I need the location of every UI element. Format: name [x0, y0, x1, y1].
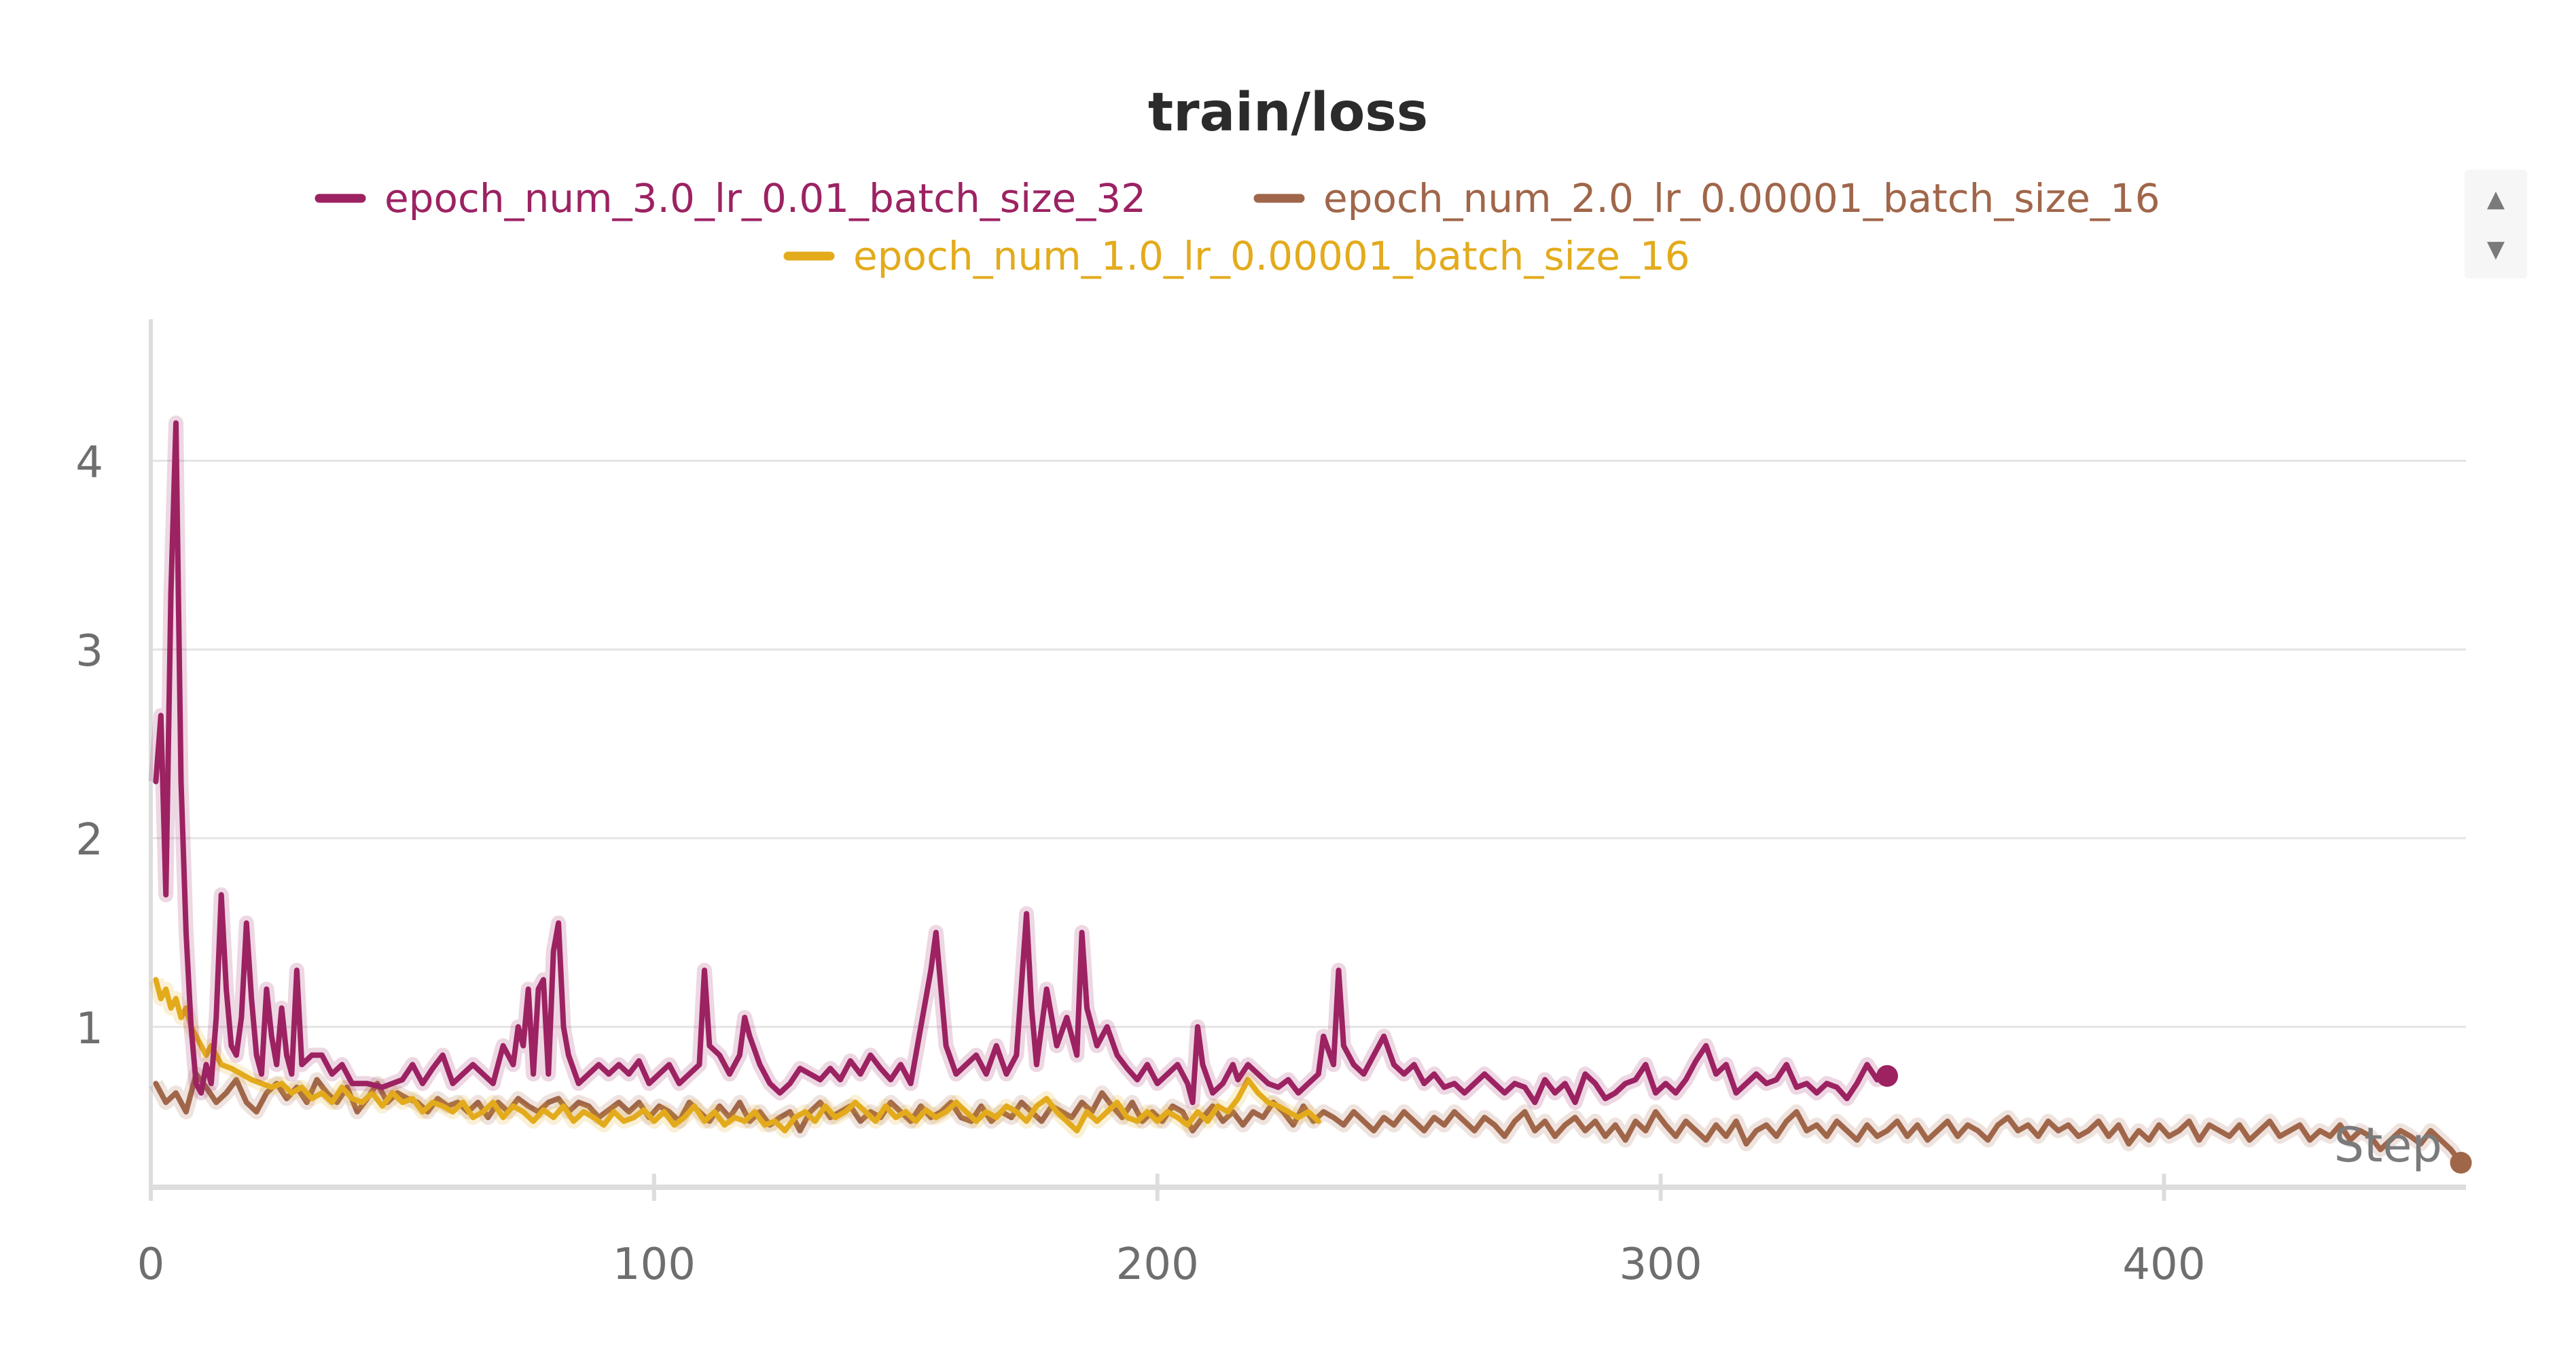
chart-title: train/loss [1148, 82, 1428, 143]
x-tick-label-0: 0 [137, 1240, 165, 1290]
axes [149, 319, 2466, 1201]
series-lines [148, 415, 2472, 1174]
legend-scroll: ▲ ▼ [2465, 170, 2527, 278]
series-end-marker-1 [2450, 1151, 2472, 1174]
grid-lines [151, 459, 2466, 1028]
series-line-0[interactable] [153, 420, 1890, 1105]
series-end-marker-0 [1876, 1065, 1898, 1087]
tick-labels: 1 2 3 4 0 100 200 300 400 [75, 437, 2205, 1290]
x-axis-label: Step [2334, 1117, 2442, 1173]
legend-item-series-1[interactable]: epoch_num_2.0_lr_0.00001_batch_size_16 [1253, 175, 2160, 221]
y-tick-label-2: 3 [75, 626, 103, 676]
series-line-2[interactable] [153, 977, 1321, 1134]
legend-scroll-down-icon[interactable]: ▼ [2486, 236, 2505, 263]
x-tick-label-3: 300 [1620, 1240, 1702, 1290]
y-tick-label-0: 1 [75, 1004, 103, 1054]
x-tick-label-2: 200 [1116, 1240, 1199, 1290]
x-tick-label-1: 100 [613, 1240, 696, 1290]
legend-label-0: epoch_num_3.0_lr_0.01_batch_size_32 [384, 175, 1146, 221]
legend-label-1: epoch_num_2.0_lr_0.00001_batch_size_16 [1323, 175, 2160, 221]
y-tick-label-1: 2 [75, 815, 103, 865]
x-tick-label-4: 400 [2122, 1240, 2205, 1290]
legend-scroll-up-icon[interactable]: ▲ [2486, 185, 2505, 213]
legend-item-series-2[interactable]: epoch_num_1.0_lr_0.00001_batch_size_16 [783, 233, 1690, 279]
y-tick-label-3: 4 [75, 437, 103, 488]
legend-item-series-0[interactable]: epoch_num_3.0_lr_0.01_batch_size_32 [315, 175, 1146, 221]
legend-label-2: epoch_num_1.0_lr_0.00001_batch_size_16 [853, 233, 1690, 279]
legend: epoch_num_3.0_lr_0.01_batch_size_32 epoc… [315, 175, 2160, 279]
